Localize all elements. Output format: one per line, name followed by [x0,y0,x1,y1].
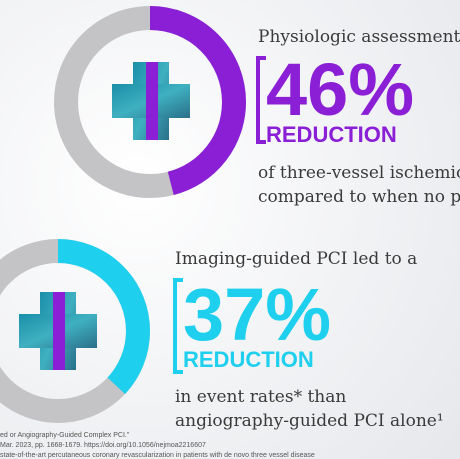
stat: 46% [266,48,414,131]
stat: 37% [183,273,331,356]
heading: Imaging-guided PCI led to a [175,249,417,269]
heading: Physiologic assessment co [258,27,460,47]
stat-label: REDUCTION [183,347,314,372]
donut-arc [0,239,150,423]
description: of three-vessel ischemic di [258,163,460,183]
stat-label: REDUCTION [266,122,397,147]
donut-arc [54,6,246,198]
description: in event rates* than [175,387,346,407]
plus-icon [19,292,97,370]
description: compared to when no physi [258,187,460,207]
plus-icon [112,62,190,140]
description: angiography-guided PCI alone¹ [175,411,444,431]
footnote: Mar. 2023, pp. 1668-1679. https://doi.or… [0,442,206,449]
footnote: ed or Angiography-Guided Complex PCI." [0,432,130,439]
bracket [173,278,183,374]
bracket [256,56,266,144]
footnote: state-of-the-art percutaneous coronary r… [0,452,315,459]
